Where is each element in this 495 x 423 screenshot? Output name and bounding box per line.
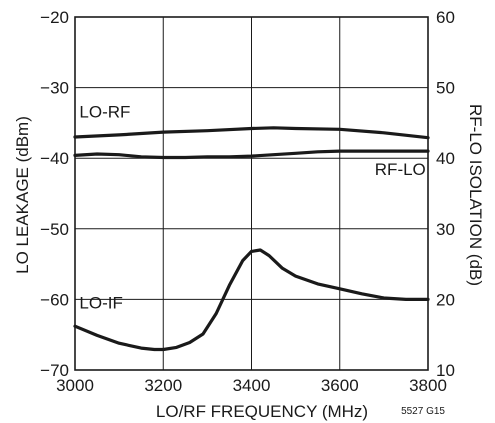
annotation-lo-if: LO-IF	[79, 294, 122, 313]
y-right-tick-label: 10	[436, 361, 455, 380]
x-tick-label: 3400	[233, 376, 271, 395]
y-axis-left-label: LO LEAKAGE (dBm)	[13, 116, 32, 274]
series-group	[73, 126, 430, 352]
x-axis-label: LO/RF FREQUENCY (MHz)	[156, 402, 368, 421]
x-tick-label: 3200	[144, 376, 182, 395]
y-left-tick-label: −20	[40, 8, 69, 27]
series-line-rf-lo	[73, 149, 430, 160]
y-left-tick-label: −50	[40, 220, 69, 239]
figure-code: 5527 G15	[401, 406, 445, 417]
series-annotations: LO-RF RF-LO LO-IF	[79, 102, 425, 312]
series-line-lo-rf	[73, 126, 430, 140]
y-right-tick-label: 40	[436, 149, 455, 168]
plot-frame	[74, 16, 429, 371]
x-tick-label: 3800	[409, 376, 447, 395]
y-left-tick-label: −70	[40, 361, 69, 380]
annotation-rf-lo: RF-LO	[375, 160, 426, 179]
y-right-tick-label: 50	[436, 79, 455, 98]
x-tick-label: 3000	[56, 376, 94, 395]
gridlines	[75, 17, 428, 370]
annotation-lo-rf: LO-RF	[79, 102, 130, 121]
y-left-tick-label: −40	[40, 149, 69, 168]
y-right-tick-label: 20	[436, 290, 455, 309]
y-left-tick-label: −60	[40, 290, 69, 309]
y-left-tick-labels: −70 −60 −50 −40 −30 −20	[40, 8, 69, 380]
y-right-tick-labels: 10 20 30 40 50 60	[436, 8, 455, 380]
y-right-tick-label: 60	[436, 8, 455, 27]
x-tick-label: 3600	[321, 376, 359, 395]
x-tick-labels: 3000 3200 3400 3600 3800	[56, 376, 447, 395]
y-right-tick-label: 30	[436, 220, 455, 239]
y-left-tick-label: −30	[40, 79, 69, 98]
series-line-lo-if	[73, 248, 430, 352]
y-axis-right-label: RF-LO ISOLATION (dB)	[466, 104, 485, 286]
